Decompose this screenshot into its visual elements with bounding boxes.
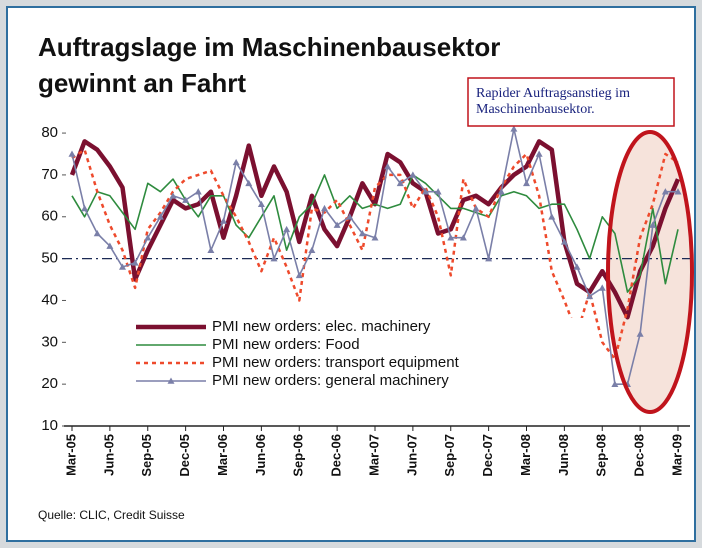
legend-label: PMI new orders: Food (212, 336, 360, 353)
point-marker (207, 246, 215, 254)
x-tick-label: Jun-07 (404, 434, 419, 476)
legend-label: PMI new orders: transport equipment (212, 354, 460, 371)
point-marker (523, 179, 530, 187)
point-marker (333, 221, 341, 228)
point-marker (358, 230, 366, 237)
x-tick-label: Dec-07 (480, 434, 495, 477)
point-marker (497, 188, 505, 195)
point-marker (535, 150, 543, 157)
point-marker (422, 188, 429, 195)
point-marker (156, 213, 164, 220)
point-marker (144, 234, 152, 241)
point-marker (194, 188, 202, 195)
x-tick-label: Mar-09 (669, 434, 684, 476)
point-marker (447, 234, 455, 241)
point-marker (674, 188, 682, 195)
point-marker (131, 259, 139, 266)
legend-label: PMI new orders: elec. machinery (212, 318, 431, 335)
point-marker (93, 230, 101, 237)
annotation-box (467, 77, 675, 127)
point-marker (384, 163, 392, 170)
x-tick-label: Jun-06 (253, 434, 268, 476)
point-marker (396, 179, 404, 187)
x-tick-label: Sep-05 (139, 434, 154, 477)
x-tick-label: Dec-05 (177, 434, 192, 477)
point-marker (573, 263, 581, 270)
point-marker (321, 204, 328, 212)
x-tick-label: Mar-06 (215, 434, 230, 476)
point-marker (636, 330, 644, 337)
x-tick-label: Dec-06 (329, 434, 344, 477)
x-tick-label: Jun-05 (101, 434, 116, 476)
overlay-layer: Rapider Auftragsanstieg im Maschinenbaus… (467, 77, 694, 414)
point-marker (649, 221, 657, 228)
x-tick-label: Mar-07 (366, 434, 381, 476)
x-tick-label: Sep-07 (442, 434, 457, 477)
point-marker (220, 217, 227, 224)
point-marker (586, 292, 594, 300)
annotation: Maschinenbausektor. (476, 102, 595, 117)
x-tick-label: Sep-06 (291, 434, 306, 477)
y-tick-label: 10 (41, 417, 58, 434)
y-tick-label: 40 (41, 291, 58, 308)
chart-title: Auftragslage im Maschinenbausektor (38, 32, 500, 62)
annotation: Rapider Auftragsanstieg im (476, 86, 630, 101)
point-marker (308, 246, 316, 254)
point-marker (346, 213, 354, 220)
point-marker (295, 271, 303, 279)
legend-label: PMI new orders: general machinery (212, 372, 449, 389)
point-marker (81, 204, 89, 212)
y-tick-label: 50 (41, 250, 58, 267)
y-tick-label: 60 (41, 208, 58, 225)
point-marker (232, 158, 240, 166)
source: Quelle: CLIC, Credit Suisse (38, 508, 185, 522)
point-marker (510, 125, 518, 132)
y-tick-label: 30 (41, 333, 58, 350)
point-marker (119, 263, 126, 270)
point-marker (560, 238, 568, 245)
point-marker (169, 192, 177, 199)
point-marker (68, 150, 76, 157)
point-marker (434, 188, 442, 195)
point-marker (106, 242, 114, 249)
point-marker (661, 188, 669, 195)
highlight-ellipse (606, 130, 694, 414)
x-tick-label: Sep-08 (594, 434, 609, 477)
point-marker (548, 213, 556, 220)
point-marker (459, 234, 467, 241)
background-layer (608, 132, 692, 412)
point-marker (270, 255, 278, 262)
point-marker (371, 234, 379, 241)
point-marker (485, 255, 493, 262)
y-tick-label: 70 (41, 166, 58, 183)
point-marker (182, 196, 190, 203)
point-marker (283, 225, 291, 233)
point-marker (598, 284, 606, 291)
y-tick-label: 20 (41, 375, 58, 392)
point-marker (409, 171, 417, 178)
plot-layer: 10 20 30 40 50 60 70 80 Mar-05 Jun-05 Sep-05 Dec-05… (41, 124, 690, 477)
y-tick-label: 80 (41, 124, 58, 141)
x-tick-label: Jun-08 (556, 434, 571, 476)
x-tick-label: Mar-08 (518, 434, 533, 476)
point-marker (472, 204, 480, 212)
point-marker (257, 200, 265, 208)
series-line (71, 174, 679, 293)
legend-marker (167, 377, 175, 384)
chart-title: gewinnt an Fahrt (38, 68, 246, 98)
x-tick-label: Dec-08 (632, 434, 647, 477)
point-marker (611, 380, 619, 387)
legend-box (132, 318, 594, 390)
x-tick-label: Mar-05 (63, 434, 78, 476)
point-marker (245, 179, 253, 187)
highlight-fill (608, 132, 692, 412)
